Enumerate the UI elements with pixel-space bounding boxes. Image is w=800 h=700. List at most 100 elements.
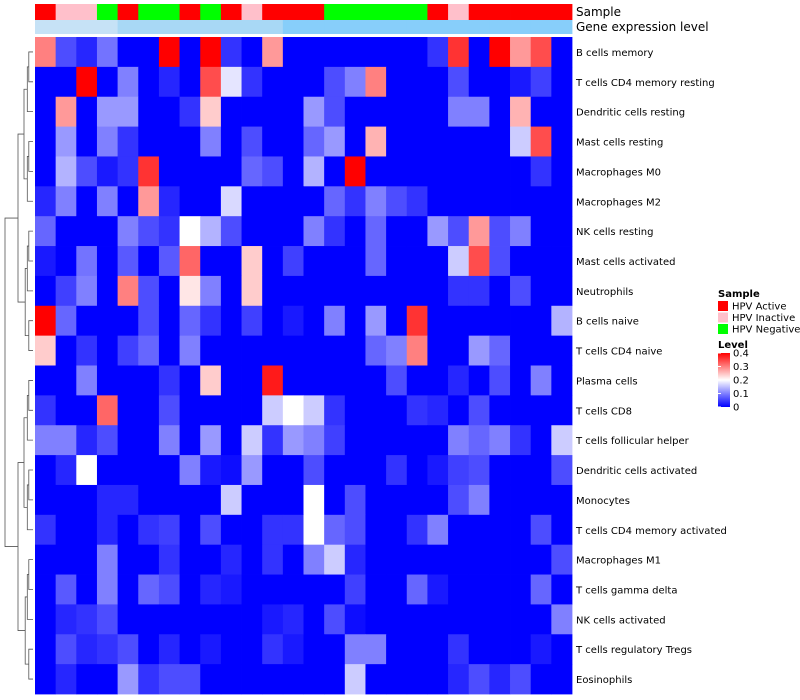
heatmap-cell bbox=[427, 604, 449, 635]
gene-expression-annotation-cell bbox=[200, 20, 222, 34]
heatmap-cell bbox=[344, 425, 366, 456]
heatmap-cell bbox=[220, 126, 242, 157]
heatmap-cell bbox=[344, 186, 366, 217]
heatmap-cell bbox=[489, 664, 511, 695]
heatmap-cell bbox=[220, 335, 242, 366]
heatmap-cell bbox=[220, 425, 242, 456]
heatmap-cell bbox=[220, 96, 242, 127]
row-label: B cells memory bbox=[576, 48, 653, 59]
heatmap-cell bbox=[324, 425, 346, 456]
heatmap-cell bbox=[510, 604, 532, 635]
heatmap-cell bbox=[117, 664, 139, 695]
heatmap-cell bbox=[530, 37, 552, 68]
heatmap-cell bbox=[55, 37, 77, 68]
heatmap-cell bbox=[448, 664, 470, 695]
heatmap-cell bbox=[220, 66, 242, 98]
row-label: T cells CD4 naive bbox=[575, 347, 662, 358]
heatmap-cell bbox=[117, 335, 139, 366]
heatmap-cell bbox=[158, 66, 180, 98]
heatmap-cell bbox=[138, 604, 160, 635]
heatmap-cell bbox=[510, 365, 532, 396]
heatmap-cell bbox=[158, 634, 180, 665]
heatmap-cell bbox=[179, 514, 201, 546]
heatmap-cell bbox=[262, 126, 284, 157]
heatmap-cell bbox=[365, 455, 387, 486]
heatmap-cell bbox=[303, 574, 325, 605]
heatmap-cell bbox=[96, 544, 119, 575]
heatmap-cell bbox=[489, 425, 511, 456]
heatmap-cell bbox=[468, 156, 490, 187]
dendrogram-branch bbox=[26, 394, 33, 441]
heatmap-cell bbox=[448, 455, 470, 486]
heatmap-cell bbox=[468, 604, 490, 635]
heatmap-cell bbox=[35, 66, 57, 98]
sample-annotation-label: Sample bbox=[576, 5, 621, 19]
heatmap-cell bbox=[262, 96, 284, 127]
heatmap-cell bbox=[138, 455, 160, 486]
heatmap-cell bbox=[551, 246, 573, 277]
sample-annotation-cell bbox=[282, 4, 304, 20]
heatmap-cell bbox=[76, 156, 98, 187]
heatmap-cell bbox=[427, 664, 449, 695]
heatmap-cell bbox=[530, 126, 552, 157]
heatmap-cell bbox=[427, 275, 449, 307]
heatmap-cell bbox=[406, 664, 428, 695]
heatmap-cell bbox=[262, 246, 284, 277]
heatmap-cell bbox=[35, 425, 57, 456]
sample-legend-swatch bbox=[718, 324, 728, 334]
sample-annotation-cell bbox=[489, 4, 511, 20]
heatmap-cell bbox=[530, 425, 552, 456]
dendrogram-branch bbox=[28, 230, 33, 262]
heatmap-cell bbox=[386, 604, 408, 635]
heatmap-cell bbox=[365, 335, 387, 366]
heatmap-cell bbox=[76, 395, 98, 426]
gene-expression-annotation-cell bbox=[427, 20, 449, 34]
heatmap-cell bbox=[262, 455, 284, 486]
heatmap-cell bbox=[241, 425, 263, 456]
heatmap-cell bbox=[282, 455, 304, 486]
level-legend-tick-label: 0.2 bbox=[733, 376, 749, 387]
heatmap-cell bbox=[551, 395, 573, 426]
heatmap-cell bbox=[241, 664, 263, 695]
heatmap-cell bbox=[200, 186, 222, 217]
heatmap-cell bbox=[468, 664, 490, 695]
heatmap-cell bbox=[303, 544, 325, 575]
heatmap-cell bbox=[386, 156, 408, 187]
heatmap-cell bbox=[158, 514, 180, 546]
heatmap-cell bbox=[138, 156, 160, 187]
heatmap-cell bbox=[551, 96, 573, 127]
heatmap-cell bbox=[448, 246, 470, 277]
heatmap-cell bbox=[530, 335, 552, 366]
heatmap-cell bbox=[489, 37, 511, 68]
dendrogram-branch bbox=[26, 484, 33, 531]
heatmap-cell bbox=[406, 544, 428, 575]
heatmap-cell bbox=[76, 425, 98, 456]
heatmap-cell bbox=[117, 37, 139, 68]
heatmap-cell bbox=[179, 664, 201, 695]
heatmap-cell bbox=[406, 574, 428, 605]
heatmap-cell bbox=[468, 66, 490, 98]
sample-annotation-cell bbox=[551, 4, 573, 20]
dendrogram-branch bbox=[28, 320, 33, 351]
heatmap-cell bbox=[117, 455, 139, 486]
heatmap-cell bbox=[344, 574, 366, 605]
heatmap-cell bbox=[55, 216, 77, 247]
heatmap-cell bbox=[200, 634, 222, 665]
heatmap-cell bbox=[468, 246, 490, 277]
gene-expression-annotation-cell bbox=[282, 20, 304, 34]
heatmap-cell bbox=[510, 96, 532, 127]
heatmap-cell bbox=[489, 395, 511, 426]
heatmap-cell bbox=[220, 156, 242, 187]
heatmap-cell bbox=[138, 216, 160, 247]
heatmap-cell bbox=[489, 96, 511, 127]
heatmap-cell bbox=[117, 365, 139, 396]
heatmap-cell bbox=[35, 305, 57, 337]
heatmap-cell bbox=[200, 514, 222, 546]
heatmap-cell bbox=[35, 275, 57, 307]
heatmap-cell bbox=[344, 634, 366, 665]
heatmap-cell bbox=[324, 246, 346, 277]
heatmap-cell bbox=[282, 126, 304, 157]
heatmap-cell bbox=[510, 544, 532, 575]
heatmap-cell bbox=[510, 66, 532, 98]
heatmap-cell bbox=[220, 37, 242, 68]
